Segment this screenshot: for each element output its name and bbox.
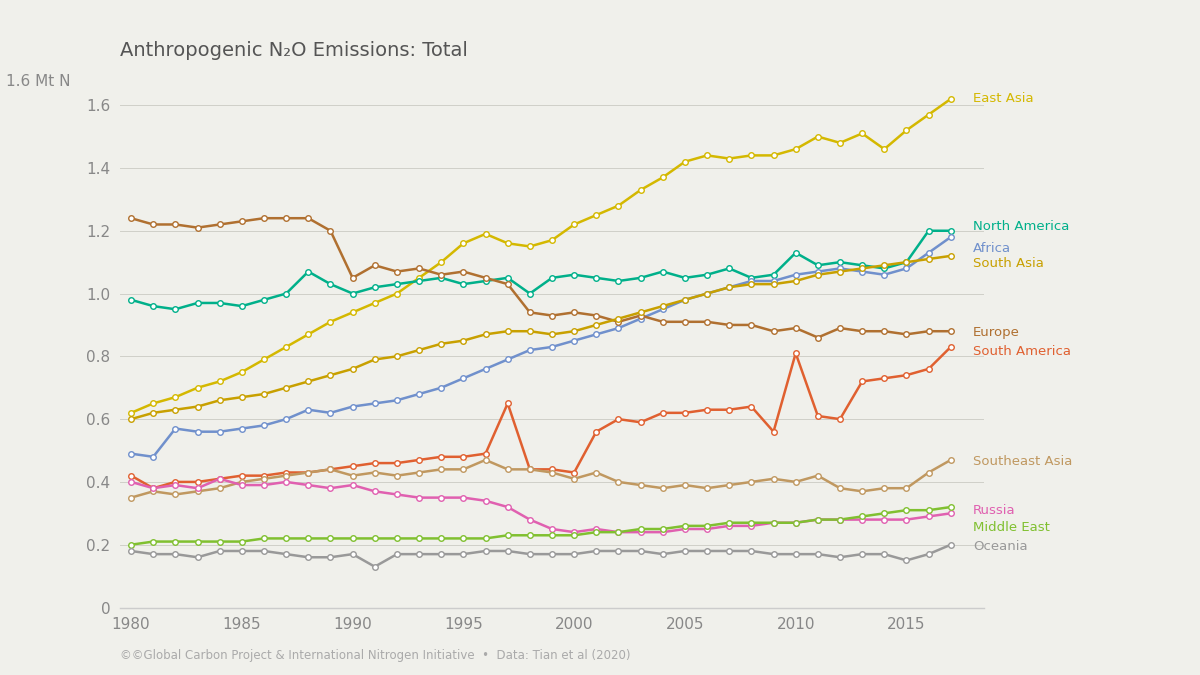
Text: Europe: Europe — [973, 326, 1020, 340]
Text: ©©Global Carbon Project & International Nitrogen Initiative  •  Data: Tian et al: ©©Global Carbon Project & International … — [120, 649, 630, 662]
Text: North America: North America — [973, 219, 1069, 233]
Text: South America: South America — [973, 345, 1070, 358]
Text: Southeast Asia: Southeast Asia — [973, 455, 1073, 468]
Text: Middle East: Middle East — [973, 521, 1050, 534]
Text: Oceania: Oceania — [973, 540, 1027, 553]
Text: Africa: Africa — [973, 242, 1012, 254]
Text: 1.6 Mt N: 1.6 Mt N — [6, 74, 71, 88]
Text: East Asia: East Asia — [973, 92, 1033, 105]
Text: South Asia: South Asia — [973, 257, 1044, 270]
Text: Russia: Russia — [973, 504, 1015, 516]
Text: Anthropogenic N₂O Emissions: Total: Anthropogenic N₂O Emissions: Total — [120, 41, 468, 60]
